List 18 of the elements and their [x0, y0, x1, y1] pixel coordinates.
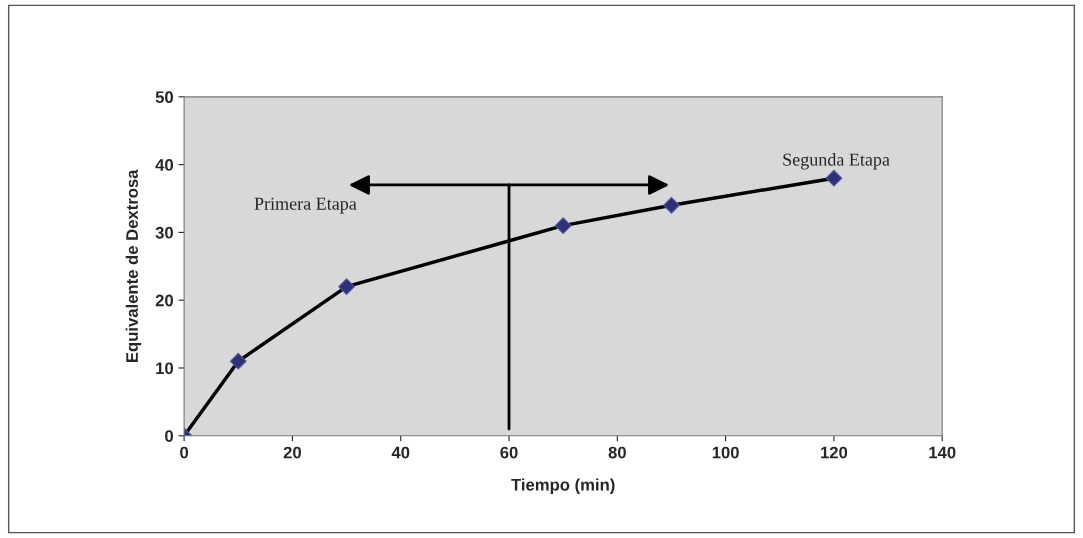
x-tick-label: 120 [821, 446, 848, 459]
x-tick-label: 0 [180, 446, 189, 459]
x-tick-label: 100 [712, 446, 739, 459]
x-tick-label: 40 [391, 446, 410, 459]
y-tick-label: 10 [156, 362, 174, 375]
x-tick-label: 80 [608, 446, 626, 459]
annotation: Primera Etapa [254, 197, 357, 214]
x-axis-title: Tiempo (min) [511, 478, 615, 494]
x-tick-label: 60 [500, 446, 518, 459]
y-tick-label: 30 [155, 226, 174, 239]
y-tick-label: 0 [165, 430, 174, 442]
annotation: Segunda Etapa [783, 153, 890, 170]
y-tick-label: 50 [155, 91, 174, 104]
y-axis-title: Equivalente de Dextrosa [125, 169, 142, 362]
x-tick-label: 20 [283, 446, 301, 459]
x-tick-label: 140 [929, 446, 956, 459]
y-tick-label: 20 [155, 294, 174, 307]
y-tick-label: 40 [155, 159, 174, 171]
